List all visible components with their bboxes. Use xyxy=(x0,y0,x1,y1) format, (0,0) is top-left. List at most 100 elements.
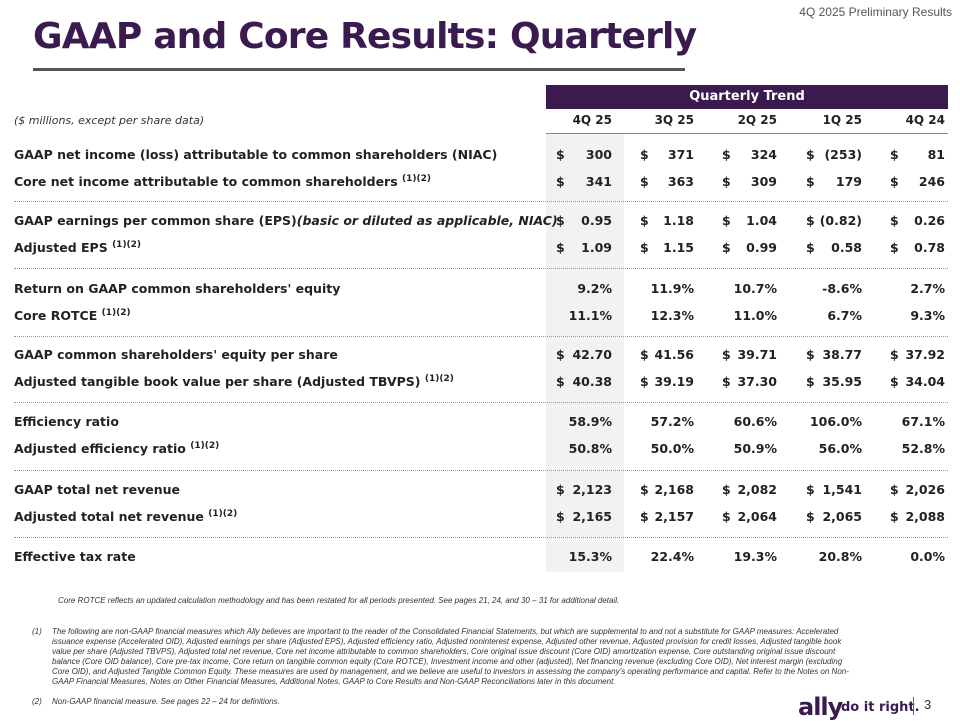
table-cell: 57.2% xyxy=(640,414,694,430)
table-cell: $42.70 xyxy=(556,347,612,363)
table-cell: $35.95 xyxy=(806,374,862,390)
cell-value: 40.38 xyxy=(572,374,612,389)
footnote-2-text: Non-GAAP financial measure. See pages 22… xyxy=(52,697,280,706)
cell-value: 20.8% xyxy=(818,549,862,564)
cell-value: 11.1% xyxy=(568,308,612,323)
cell-value: 1.04 xyxy=(746,213,777,228)
row-group-divider xyxy=(14,402,948,403)
table-cell: 11.1% xyxy=(556,308,612,324)
table-cell: 67.1% xyxy=(890,414,945,430)
table-cell: 11.0% xyxy=(722,308,777,324)
header-rule xyxy=(546,133,948,134)
cell-value: 38.77 xyxy=(822,347,862,362)
table-cell: $309 xyxy=(722,174,777,190)
currency-symbol: $ xyxy=(806,347,815,362)
table-cell: $81 xyxy=(890,147,945,163)
table-cell: $0.58 xyxy=(806,240,862,256)
currency-symbol: $ xyxy=(722,374,731,389)
table-cell: $37.92 xyxy=(890,347,945,363)
table-cell: $179 xyxy=(806,174,862,190)
table-cell: $0.78 xyxy=(890,240,945,256)
table-cell: $39.19 xyxy=(640,374,694,390)
currency-symbol: $ xyxy=(556,240,565,255)
table-cell: $2,123 xyxy=(556,482,612,498)
currency-symbol: $ xyxy=(722,509,731,524)
row-group-divider xyxy=(14,336,948,337)
cell-value: 1.18 xyxy=(663,213,694,228)
currency-symbol: $ xyxy=(640,147,649,162)
table-cell: $39.71 xyxy=(722,347,777,363)
currency-symbol: $ xyxy=(556,374,565,389)
cell-value: 2,026 xyxy=(905,482,945,497)
column-header: 4Q 25 xyxy=(572,113,612,127)
currency-symbol: $ xyxy=(640,174,649,189)
currency-symbol: $ xyxy=(806,174,815,189)
table-cell: 20.8% xyxy=(806,549,862,565)
currency-symbol: $ xyxy=(890,213,899,228)
currency-symbol: $ xyxy=(640,213,649,228)
row-label: Efficiency ratio xyxy=(14,414,119,429)
table-cell: 6.7% xyxy=(806,308,862,324)
column-header: 3Q 25 xyxy=(654,113,694,127)
currency-symbol: $ xyxy=(640,240,649,255)
currency-symbol: $ xyxy=(806,482,815,497)
cell-value: 179 xyxy=(835,174,862,189)
row-label-text: Adjusted tangible book value per share (… xyxy=(14,374,421,390)
row-label-text: Adjusted EPS xyxy=(14,240,108,256)
footnote-1-text: The following are non-GAAP financial mea… xyxy=(52,627,849,686)
cell-value: 300 xyxy=(585,147,612,162)
row-label-text: GAAP total net revenue xyxy=(14,482,180,497)
cell-value: 1.15 xyxy=(663,240,694,255)
row-group-divider xyxy=(14,470,948,471)
cell-value: 12.3% xyxy=(650,308,694,323)
cell-value: 2,082 xyxy=(737,482,777,497)
table-cell: 9.3% xyxy=(890,308,945,324)
row-group-divider xyxy=(14,537,948,538)
currency-symbol: $ xyxy=(890,147,899,162)
currency-symbol: $ xyxy=(890,174,899,189)
currency-symbol: $ xyxy=(806,147,815,162)
row-label: Core net income attributable to common s… xyxy=(14,174,431,189)
currency-symbol: $ xyxy=(722,240,731,255)
table-cell: 11.9% xyxy=(640,281,694,297)
footnote-2-marker: (2) xyxy=(32,697,42,706)
row-label: GAAP common shareholders' equity per sha… xyxy=(14,347,338,362)
cell-value: 81 xyxy=(927,147,945,162)
row-label: GAAP total net revenue xyxy=(14,482,180,497)
currency-symbol: $ xyxy=(722,147,731,162)
table-cell: -8.6% xyxy=(806,281,862,297)
cell-value: 10.7% xyxy=(733,281,777,296)
footnote-ref: (1)(2) xyxy=(424,374,454,384)
footnote-ref: (1)(2) xyxy=(190,441,220,451)
cell-value: 2,165 xyxy=(572,509,612,524)
cell-value: 2,123 xyxy=(572,482,612,497)
cell-value: 9.2% xyxy=(577,281,612,296)
report-subtitle: 4Q 2025 Preliminary Results xyxy=(799,5,952,19)
units-note: ($ millions, except per share data) xyxy=(14,114,205,127)
cell-value: 0.58 xyxy=(831,240,862,255)
cell-value: 2.7% xyxy=(910,281,945,296)
cell-value: 57.2% xyxy=(650,414,694,429)
row-group-divider xyxy=(14,268,948,269)
row-label: Adjusted total net revenue (1)(2) xyxy=(14,509,237,524)
currency-symbol: $ xyxy=(640,347,649,362)
cell-value: 0.99 xyxy=(746,240,777,255)
table-cell: $2,168 xyxy=(640,482,694,498)
cell-value: 50.8% xyxy=(568,441,612,456)
row-label: Core ROTCE (1)(2) xyxy=(14,308,131,323)
currency-symbol: $ xyxy=(556,509,565,524)
footnote-ref: (1)(2) xyxy=(101,308,131,318)
table-cell: $2,026 xyxy=(890,482,945,498)
currency-symbol: $ xyxy=(806,509,815,524)
table-cell: $1.15 xyxy=(640,240,694,256)
currency-symbol: $ xyxy=(890,347,899,362)
table-cell: 58.9% xyxy=(556,414,612,430)
table-cell: $37.30 xyxy=(722,374,777,390)
cell-value: 2,064 xyxy=(737,509,777,524)
row-label-text: GAAP net income (loss) attributable to c… xyxy=(14,147,498,162)
currency-symbol: $ xyxy=(722,347,731,362)
cell-value: 2,088 xyxy=(905,509,945,524)
cell-value: (0.82) xyxy=(819,213,862,228)
cell-value: 341 xyxy=(585,174,612,189)
table-cell: $2,165 xyxy=(556,509,612,525)
